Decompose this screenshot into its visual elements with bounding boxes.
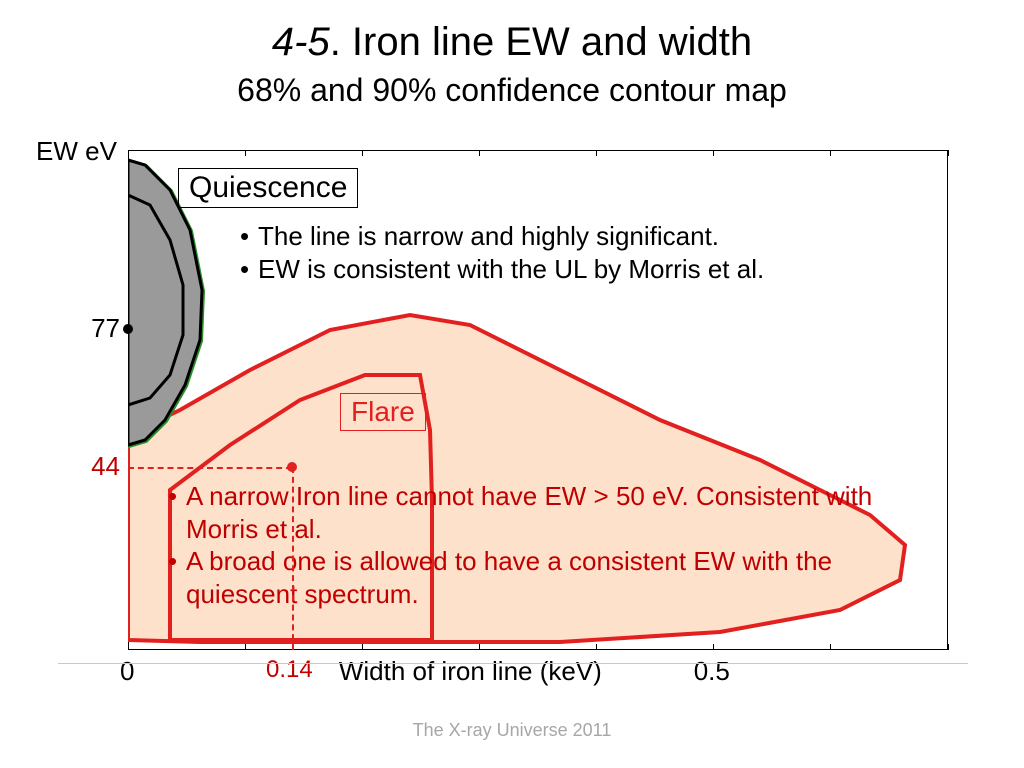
quiescence-label-box: Quiescence	[178, 168, 358, 208]
x-axis-label: Width of iron line (keV)	[339, 656, 602, 687]
title-rest: . Iron line EW and width	[330, 20, 752, 64]
flare-label-box: Flare	[340, 393, 426, 431]
subtitle: 68% and 90% confidence contour map	[0, 72, 1024, 109]
flare-bullet-2: A broad one is allowed to have a consist…	[168, 545, 888, 610]
title-prefix: 4-5	[272, 20, 330, 64]
flare-bullets: A narrow Iron line cannot have EW > 50 e…	[168, 480, 888, 610]
quiescence-bullet-1: The line is narrow and highly significan…	[240, 220, 940, 253]
xtick-0: 0	[120, 656, 134, 687]
xtick-05: 0.5	[694, 656, 730, 687]
quiescence-bullets: The line is narrow and highly significan…	[240, 220, 940, 285]
y-axis-label: EW eV	[36, 136, 117, 167]
footer-text: The X-ray Universe 2011	[0, 720, 1024, 741]
flare-point	[287, 462, 297, 472]
flare-bullet-1: A narrow Iron line cannot have EW > 50 e…	[168, 480, 888, 545]
footer-rule	[58, 663, 968, 664]
xtick-014: 0.14	[266, 656, 313, 684]
ytick-77: 77	[91, 313, 120, 344]
ytick-44: 44	[91, 451, 120, 482]
flare-dashed-horizontal	[128, 467, 292, 469]
quiescence-bullet-2: EW is consistent with the UL by Morris e…	[240, 253, 940, 286]
page-title: 4-5. Iron line EW and width	[0, 20, 1024, 65]
flare-dashed-vertical	[292, 467, 294, 650]
